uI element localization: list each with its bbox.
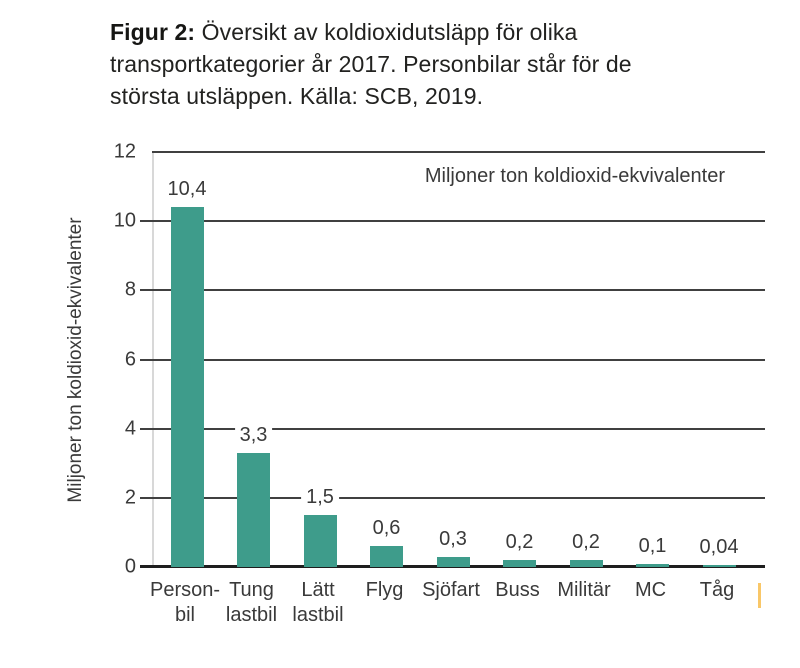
bar-value-label: 0,04 [694, 536, 744, 559]
x-category-label: Person- bil [149, 579, 221, 626]
x-category-label: Lätt lastbil [292, 579, 344, 626]
x-category-label: MC [634, 579, 667, 601]
gridline-y2 [140, 496, 765, 499]
x-category-label: Buss [495, 579, 540, 601]
y-tick-label-4: 4 [124, 417, 136, 440]
page-edge-mark [758, 583, 761, 608]
figure-caption-text: Översikt av koldioxidutsläpp för olika t… [110, 19, 632, 109]
x-category-label: Tåg [699, 579, 735, 601]
bar-person--bil [170, 207, 204, 567]
y-tick-label-2: 2 [124, 486, 136, 509]
bar-value-label: 0,2 [567, 531, 605, 554]
gridline-y10 [140, 220, 765, 223]
bar-value-label: 3,3 [234, 424, 273, 447]
bar-sjöfart [436, 557, 470, 567]
y-tick-label-6: 6 [124, 348, 136, 370]
y-tick-label-8: 8 [124, 278, 136, 301]
y-tick-label-12: 12 [113, 140, 136, 163]
gridline-y8 [140, 289, 765, 292]
bar-value-label: 0,6 [367, 517, 406, 540]
figure-caption-prefix: Figur 2: [110, 19, 196, 45]
bar-value-label: 10,4 [162, 178, 212, 201]
bar-tung-lastbil [237, 453, 270, 567]
bar-value-label: 0,3 [434, 528, 472, 551]
bar-value-label: 0,2 [500, 531, 539, 554]
figure-caption: Figur 2: Översikt av koldioxidutsläpp fö… [110, 16, 675, 112]
bar-value-label: 1,5 [301, 486, 339, 509]
x-category-label: Militär [557, 579, 611, 601]
plot-area: Miljoner ton koldioxid-ekvivalenter 10,4… [140, 151, 765, 568]
bar-mc [636, 564, 669, 567]
chart-unit-annotation: Miljoner ton koldioxid-ekvivalenter [424, 165, 725, 187]
x-category-label: Sjöfart [422, 579, 480, 601]
bar-flyg [370, 546, 403, 567]
bar-lätt-lastbil [303, 515, 337, 567]
bar-buss [503, 560, 536, 567]
y-tick-label-10: 10 [113, 209, 136, 232]
x-category-label: Flyg [365, 579, 404, 601]
y-axis-title: Miljoner ton koldioxid-ekvivalenter [65, 217, 86, 503]
bar-militär [569, 560, 603, 567]
x-category-label: Tung lastbil [225, 579, 278, 626]
gridline-y12 [152, 151, 765, 153]
bar-value-label: 0,1 [633, 535, 672, 558]
gridline-y4 [140, 427, 765, 430]
gridline-y6 [140, 358, 765, 361]
y-tick-label-0: 0 [124, 555, 136, 578]
bar-tåg [702, 565, 736, 567]
